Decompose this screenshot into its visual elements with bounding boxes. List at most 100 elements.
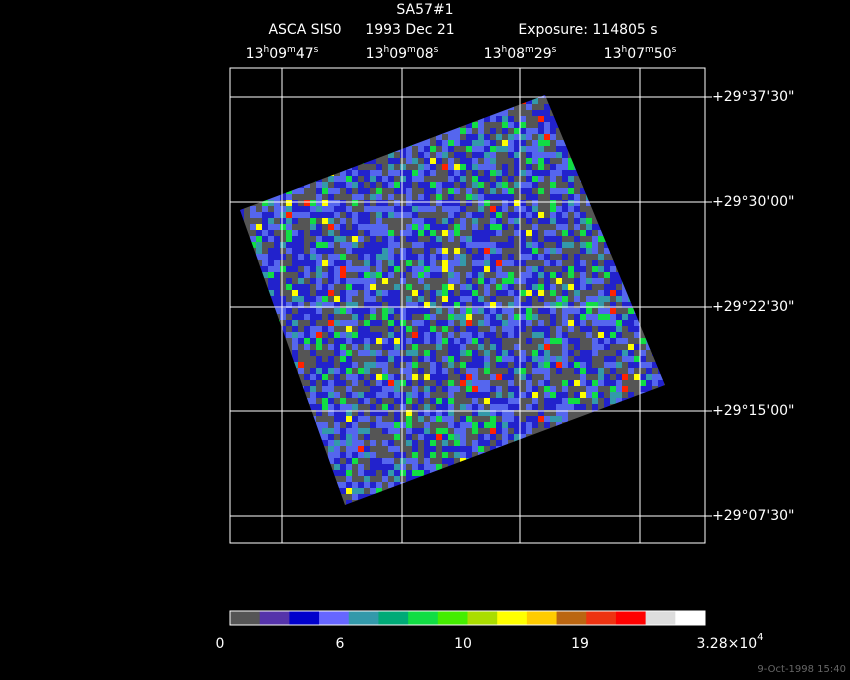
image-pixel [298, 320, 304, 326]
image-pixel [646, 488, 652, 494]
image-pixel [352, 176, 358, 182]
image-pixel [436, 116, 442, 122]
image-pixel [640, 374, 646, 380]
image-pixel [448, 206, 454, 212]
image-pixel [310, 266, 316, 272]
image-pixel [472, 326, 478, 332]
image-pixel [268, 152, 274, 158]
image-pixel [634, 356, 640, 362]
image-pixel [664, 392, 665, 398]
image-pixel [256, 476, 262, 482]
image-pixel [274, 182, 280, 188]
image-pixel [412, 260, 418, 266]
image-pixel [406, 452, 412, 458]
image-pixel [262, 326, 268, 332]
image-pixel [280, 188, 286, 194]
image-pixel [514, 440, 520, 446]
image-pixel [628, 122, 634, 128]
image-pixel [460, 116, 466, 122]
image-pixel [580, 470, 586, 476]
image-pixel [616, 356, 622, 362]
image-pixel [340, 224, 346, 230]
image-pixel [580, 440, 586, 446]
image-pixel [664, 176, 665, 182]
image-pixel [424, 194, 430, 200]
image-pixel [442, 116, 448, 122]
image-pixel [310, 404, 316, 410]
image-pixel [466, 440, 472, 446]
image-pixel [592, 380, 598, 386]
image-pixel [346, 236, 352, 242]
image-pixel [622, 362, 628, 368]
image-pixel [316, 308, 322, 314]
image-pixel [496, 422, 502, 428]
image-pixel [322, 290, 328, 296]
image-pixel [376, 182, 382, 188]
image-pixel [256, 176, 262, 182]
image-pixel [358, 302, 364, 308]
image-pixel [346, 368, 352, 374]
image-pixel [316, 320, 322, 326]
image-pixel [352, 272, 358, 278]
image-pixel [478, 116, 484, 122]
image-pixel [592, 458, 598, 464]
image-pixel [436, 290, 442, 296]
image-pixel [240, 158, 244, 164]
image-pixel [640, 428, 646, 434]
image-pixel [520, 476, 526, 482]
image-pixel [430, 290, 436, 296]
image-pixel [352, 386, 358, 392]
image-pixel [634, 224, 640, 230]
image-pixel [574, 230, 580, 236]
image-pixel [394, 110, 400, 116]
image-pixel [496, 434, 502, 440]
image-pixel [442, 488, 448, 494]
image-pixel [622, 416, 628, 422]
image-pixel [550, 152, 556, 158]
image-pixel [472, 134, 478, 140]
image-pixel [574, 410, 580, 416]
image-pixel [562, 344, 568, 350]
image-pixel [406, 422, 412, 428]
image-pixel [634, 380, 640, 386]
image-pixel [598, 110, 604, 116]
image-pixel [304, 326, 310, 332]
image-pixel [520, 404, 526, 410]
image-pixel [586, 170, 592, 176]
image-pixel [358, 350, 364, 356]
image-pixel [616, 140, 622, 146]
image-pixel [316, 98, 322, 104]
image-pixel [376, 236, 382, 242]
image-pixel [250, 254, 256, 260]
image-pixel [286, 236, 292, 242]
image-pixel [442, 320, 448, 326]
image-pixel [454, 476, 460, 482]
image-pixel [526, 308, 532, 314]
image-pixel [274, 224, 280, 230]
image-pixel [532, 428, 538, 434]
image-pixel [412, 314, 418, 320]
image-pixel [574, 140, 580, 146]
image-pixel [646, 110, 652, 116]
image-pixel [514, 188, 520, 194]
image-pixel [496, 320, 502, 326]
image-pixel [424, 422, 430, 428]
image-pixel [304, 452, 310, 458]
image-pixel [472, 296, 478, 302]
image-pixel [370, 344, 376, 350]
image-pixel [406, 278, 412, 284]
image-pixel [622, 320, 628, 326]
image-pixel [586, 374, 592, 380]
image-pixel [664, 404, 665, 410]
image-pixel [466, 338, 472, 344]
image-pixel [592, 470, 598, 476]
image-pixel [268, 398, 274, 404]
image-pixel [442, 248, 448, 254]
image-pixel [664, 476, 665, 482]
image-pixel [616, 494, 622, 500]
image-pixel [478, 212, 484, 218]
image-pixel [586, 410, 592, 416]
image-pixel [574, 176, 580, 182]
image-pixel [292, 404, 298, 410]
image-pixel [394, 458, 400, 464]
